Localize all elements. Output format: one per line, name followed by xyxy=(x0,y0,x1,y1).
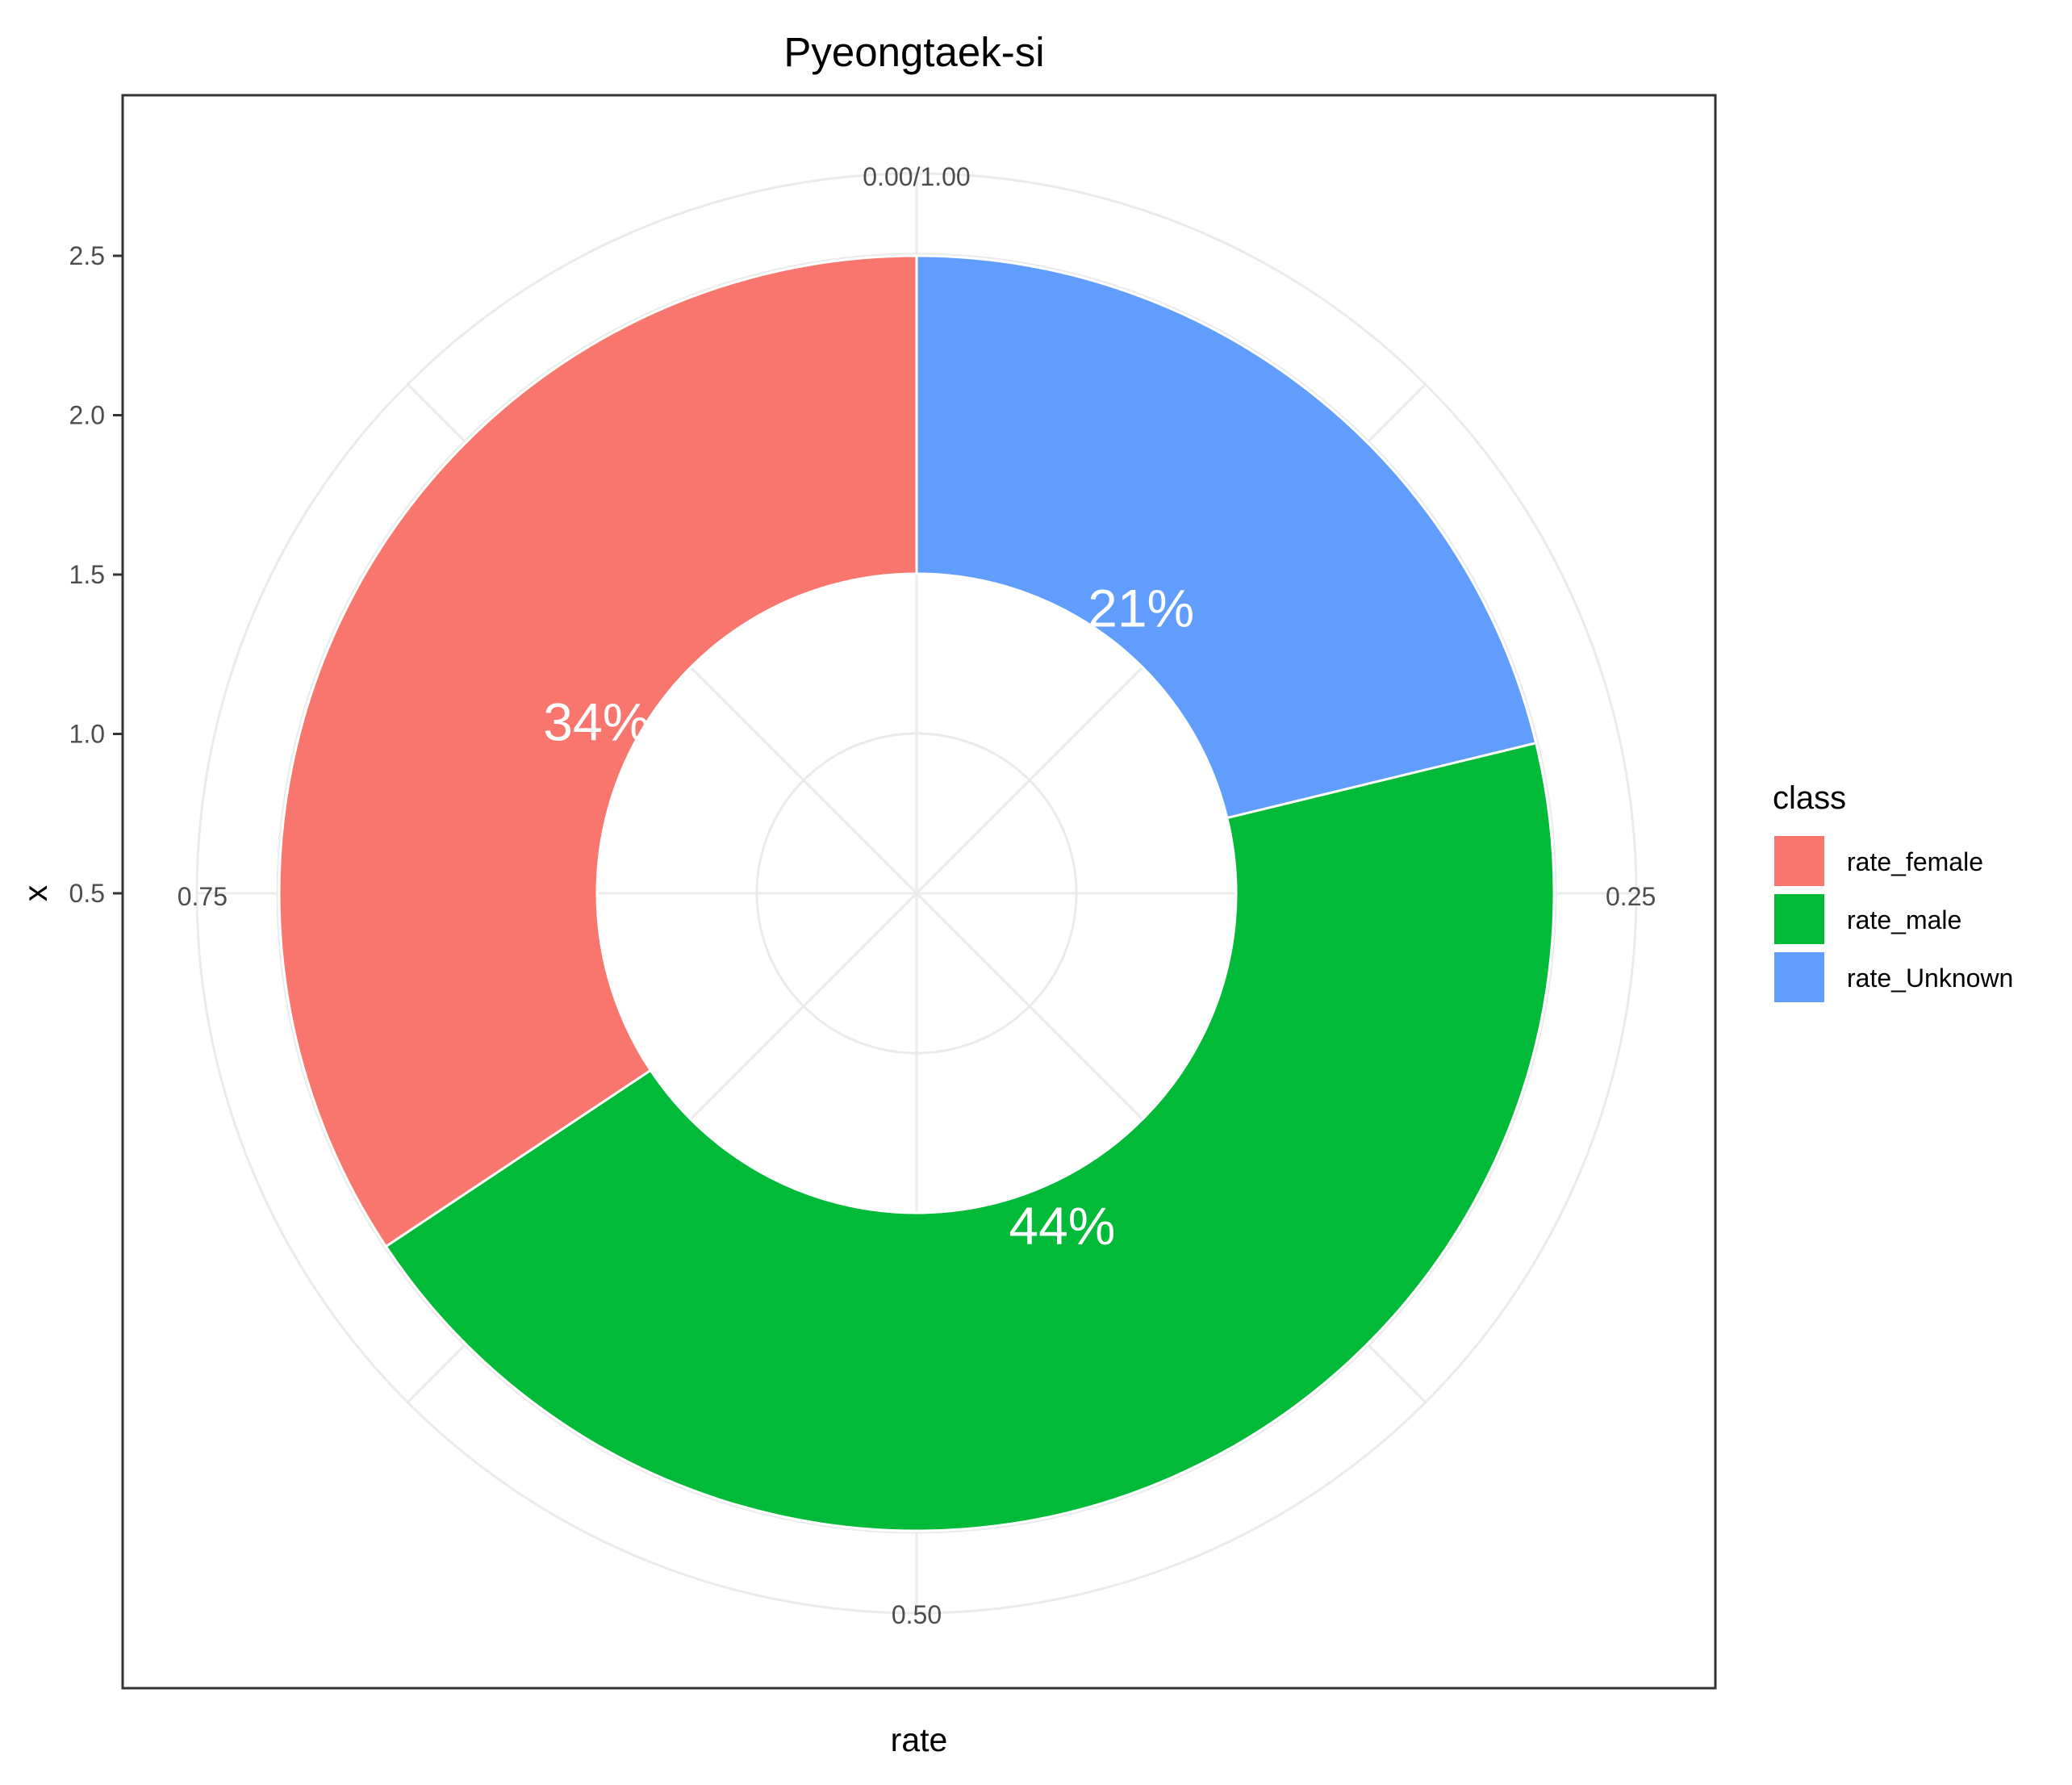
slice-rate_female xyxy=(278,254,918,1248)
legend-swatch-rate_male xyxy=(1774,894,1824,944)
chart-title: Pyeongtaek-si xyxy=(783,29,1044,75)
angular-tick-label: 0.75 xyxy=(178,882,228,911)
y-axis-title: x xyxy=(17,884,54,901)
donut-slices xyxy=(278,254,1556,1532)
angular-tick-label: 0.50 xyxy=(892,1600,942,1629)
radial-tick-label: 1.5 xyxy=(69,560,105,589)
legend-label-rate_Unknown: rate_Unknown xyxy=(1847,964,2013,993)
radial-tick-label: 1.0 xyxy=(69,720,105,749)
angular-tick-label: 0.00/1.00 xyxy=(863,162,970,191)
radial-tick-label: 2.5 xyxy=(69,241,105,270)
legend-title: class xyxy=(1773,780,1846,816)
legend-swatch-rate_Unknown xyxy=(1774,952,1824,1002)
slice-rate_male xyxy=(384,741,1556,1532)
slice-labels: 21% 44% 34% xyxy=(543,578,1194,1256)
slice-label-rate_Unknown: 21% xyxy=(1088,578,1194,638)
legend-swatch-rate_female xyxy=(1774,836,1824,886)
angular-tick-label: 0.25 xyxy=(1606,882,1656,911)
legend-label-rate_male: rate_male xyxy=(1847,905,1961,934)
x-axis-title: rate xyxy=(891,1721,948,1758)
slice-label-rate_male: 44% xyxy=(1009,1196,1115,1256)
radial-tick-label: 2.0 xyxy=(69,401,105,430)
legend: class rate_female rate_male rate_Unknown xyxy=(1773,780,2013,1002)
slice-label-rate_female: 34% xyxy=(543,692,650,751)
radial-tick-label: 0.5 xyxy=(69,879,105,908)
legend-label-rate_female: rate_female xyxy=(1847,847,1983,876)
angular-tick-labels: 0.00/1.00 0.25 0.50 0.75 xyxy=(178,162,1656,1629)
radial-axis: 0.5 1.0 1.5 2.0 2.5 xyxy=(69,241,123,908)
slice-rate_Unknown xyxy=(915,254,1538,820)
